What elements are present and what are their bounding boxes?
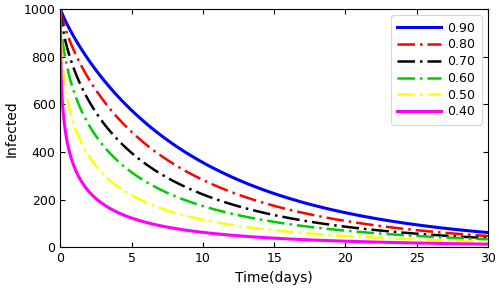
Line: 0.90: 0.90 [60,9,488,233]
0.60 [58,8,64,11]
0.40 [266,236,272,240]
Line: 0.50: 0.50 [60,9,488,242]
0.50 [254,227,260,230]
0.80 [394,226,400,230]
0.70 [485,236,491,240]
0.50 [472,240,478,243]
0.70 [472,236,478,239]
0.60 [394,233,400,236]
Legend: 0.90, 0.80, 0.70, 0.60, 0.50, 0.40: 0.90, 0.80, 0.70, 0.60, 0.50, 0.40 [391,15,482,125]
0.90 [472,230,478,233]
0.80 [58,8,64,11]
0.90 [472,230,478,233]
Line: 0.80: 0.80 [60,9,488,236]
0.40 [472,242,478,246]
0.40 [254,236,260,239]
0.50 [472,240,478,243]
0.50 [80,143,86,147]
0.60 [254,217,260,221]
0.60 [80,111,86,114]
0.70 [472,236,478,239]
0.80 [472,234,478,237]
0.40 [472,242,478,246]
0.80 [472,234,478,237]
0.50 [58,8,64,11]
0.90 [254,186,260,189]
0.70 [58,8,64,11]
0.80 [80,66,86,69]
0.90 [266,190,272,193]
0.60 [485,238,491,241]
0.60 [472,237,478,241]
0.40 [58,8,64,11]
0.70 [254,210,260,213]
0.40 [394,241,400,244]
0.70 [394,230,400,234]
X-axis label: Time(days): Time(days) [236,271,313,285]
0.70 [266,212,272,216]
0.80 [266,203,272,206]
Line: 0.70: 0.70 [60,9,488,238]
Line: 0.60: 0.60 [60,9,488,239]
0.70 [80,87,86,90]
0.90 [80,49,86,52]
0.40 [80,181,86,184]
0.40 [485,242,491,246]
0.60 [266,219,272,223]
0.90 [58,8,64,11]
0.80 [254,199,260,203]
0.60 [472,237,478,240]
0.90 [485,231,491,234]
Line: 0.40: 0.40 [60,9,488,244]
0.50 [394,237,400,240]
Y-axis label: Infected: Infected [4,100,18,157]
0.50 [266,228,272,231]
0.90 [394,220,400,224]
0.50 [485,240,491,243]
0.80 [485,234,491,238]
